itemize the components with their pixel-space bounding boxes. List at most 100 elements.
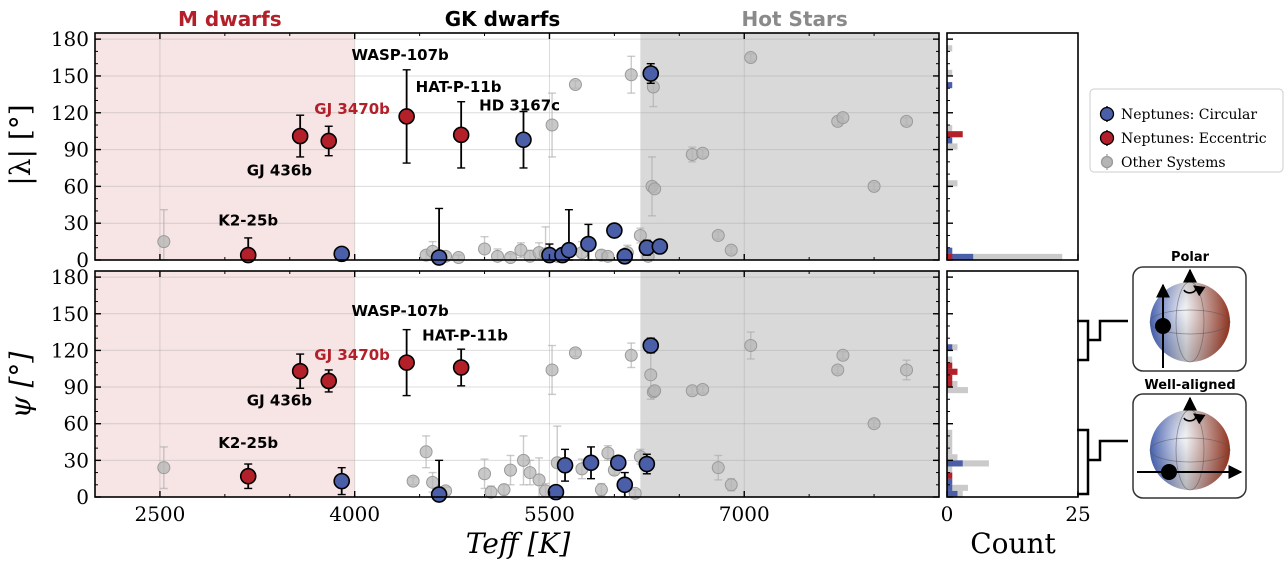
hist-x-label: Count xyxy=(970,527,1056,560)
other-system-point xyxy=(568,78,582,92)
neptune-circular-point xyxy=(651,238,669,255)
y-tick-label: 180 xyxy=(51,27,89,51)
histogram-bar xyxy=(947,484,968,491)
neptune-eccentric-point xyxy=(291,362,309,380)
region-label-2: Hot Stars xyxy=(742,7,848,31)
y-tick-label: 60 xyxy=(64,174,89,198)
other-system-point xyxy=(836,348,850,362)
annotation-label: HAT-P-11b xyxy=(416,78,502,96)
histogram-bar xyxy=(947,253,1063,260)
x-tick-label: 2500 xyxy=(134,502,185,526)
y-tick-label: 150 xyxy=(51,302,89,326)
histogram-bar xyxy=(947,442,953,449)
neptune-eccentric-point xyxy=(452,359,470,376)
plot-frame xyxy=(94,270,940,498)
inset-polar: Polar xyxy=(1132,250,1247,372)
other-system-point xyxy=(504,463,518,477)
histogram-bar xyxy=(947,247,953,254)
annotation-label: GJ 3470b xyxy=(314,100,390,118)
bottom-histogram: 0 25 xyxy=(941,270,1091,526)
other-system-point xyxy=(867,179,881,193)
hist-x-tick-label: 0 xyxy=(941,502,954,526)
other-system-point xyxy=(900,114,914,128)
inset-polar-shade xyxy=(1150,282,1230,362)
inset-polar-title: Polar xyxy=(1171,250,1210,265)
histogram-bar xyxy=(947,253,953,260)
annotation-label: WASP-107b xyxy=(351,302,449,320)
neptune-circular-point xyxy=(606,222,623,239)
histogram-bar xyxy=(947,472,953,479)
inset-aligned-title: Well-aligned xyxy=(1144,378,1235,393)
histogram-bar xyxy=(947,362,953,369)
histogram-bar xyxy=(947,380,953,388)
region-band-2-panel-1 xyxy=(640,271,939,497)
inset-polar-planet xyxy=(1155,318,1171,334)
bottom-panel: WASP-107b HAT-P-11b GJ 3470b GJ 436b K2-25b 0… xyxy=(51,265,940,526)
histogram-bar xyxy=(947,387,968,394)
other-system-point xyxy=(419,445,433,459)
other-system-point xyxy=(504,251,518,265)
histogram-bar xyxy=(947,125,953,132)
y-tick-label: 150 xyxy=(51,64,89,88)
histogram-bar xyxy=(947,484,953,491)
bracket-polar xyxy=(1077,319,1128,362)
histogram-bar xyxy=(947,45,953,52)
other-system-point xyxy=(696,146,710,160)
histogram-bar xyxy=(947,460,963,467)
histogram-bar xyxy=(947,131,963,138)
other-system-point xyxy=(406,474,420,488)
neptune-circular-point xyxy=(333,472,351,490)
legend-label: Other Systems xyxy=(1121,155,1226,171)
neptune-eccentric-point xyxy=(320,132,338,150)
neptune-circular-point xyxy=(642,337,660,354)
legend-marker xyxy=(1099,106,1115,122)
y-tick-label: 30 xyxy=(64,211,89,235)
bracket-aligned xyxy=(1077,428,1128,496)
annotation-label: GJ 3470b xyxy=(314,346,390,364)
legend-marker xyxy=(1099,130,1115,146)
histogram-bar xyxy=(947,429,953,436)
other-system-point xyxy=(452,251,466,265)
neptune-circular-point xyxy=(333,245,351,263)
y-label-top: |λ| [°] xyxy=(4,104,37,185)
other-system-point xyxy=(478,467,492,481)
neptune-circular-point xyxy=(642,65,660,82)
other-system-point xyxy=(648,384,662,398)
y-tick-label: 90 xyxy=(64,375,89,399)
other-system-point xyxy=(497,483,511,497)
y-tick-label: 90 xyxy=(64,138,89,162)
inset-aligned-rotation-icon xyxy=(1183,413,1206,425)
histogram-bar xyxy=(947,344,953,351)
other-system-point xyxy=(568,346,582,360)
neptune-circular-point xyxy=(556,456,574,474)
other-system-point xyxy=(836,111,850,125)
legend-box xyxy=(1089,88,1284,173)
other-system-point xyxy=(545,363,559,377)
neptune-circular-point xyxy=(616,248,634,265)
y-tick-label: 30 xyxy=(64,448,89,472)
neptune-circular-point xyxy=(515,131,532,149)
histogram-bar xyxy=(947,143,958,150)
other-system-point xyxy=(594,483,608,497)
region-band-0-panel-1 xyxy=(95,271,355,497)
neptune-circular-point xyxy=(638,455,656,473)
neptune-eccentric-point xyxy=(452,126,470,144)
histogram-bar xyxy=(947,435,953,443)
neptune-circular-point xyxy=(560,241,578,259)
neptune-eccentric-point xyxy=(398,108,415,125)
neptune-circular-point xyxy=(547,483,565,501)
neptune-eccentric-point xyxy=(239,467,257,485)
neptune-eccentric-point xyxy=(291,127,309,145)
histogram-bar xyxy=(947,478,953,485)
annotation-label: HAT-P-11b xyxy=(422,327,508,345)
annotation-label: WASP-107b xyxy=(351,46,449,64)
other-system-point xyxy=(601,446,615,460)
histogram-bar xyxy=(947,466,953,473)
other-system-point xyxy=(545,118,559,132)
other-system-point xyxy=(696,382,710,396)
inset-polar-equator xyxy=(1149,309,1231,335)
other-system-point xyxy=(744,339,758,353)
other-system-point xyxy=(711,228,725,242)
inset-aligned: Well-aligned xyxy=(1132,378,1247,499)
